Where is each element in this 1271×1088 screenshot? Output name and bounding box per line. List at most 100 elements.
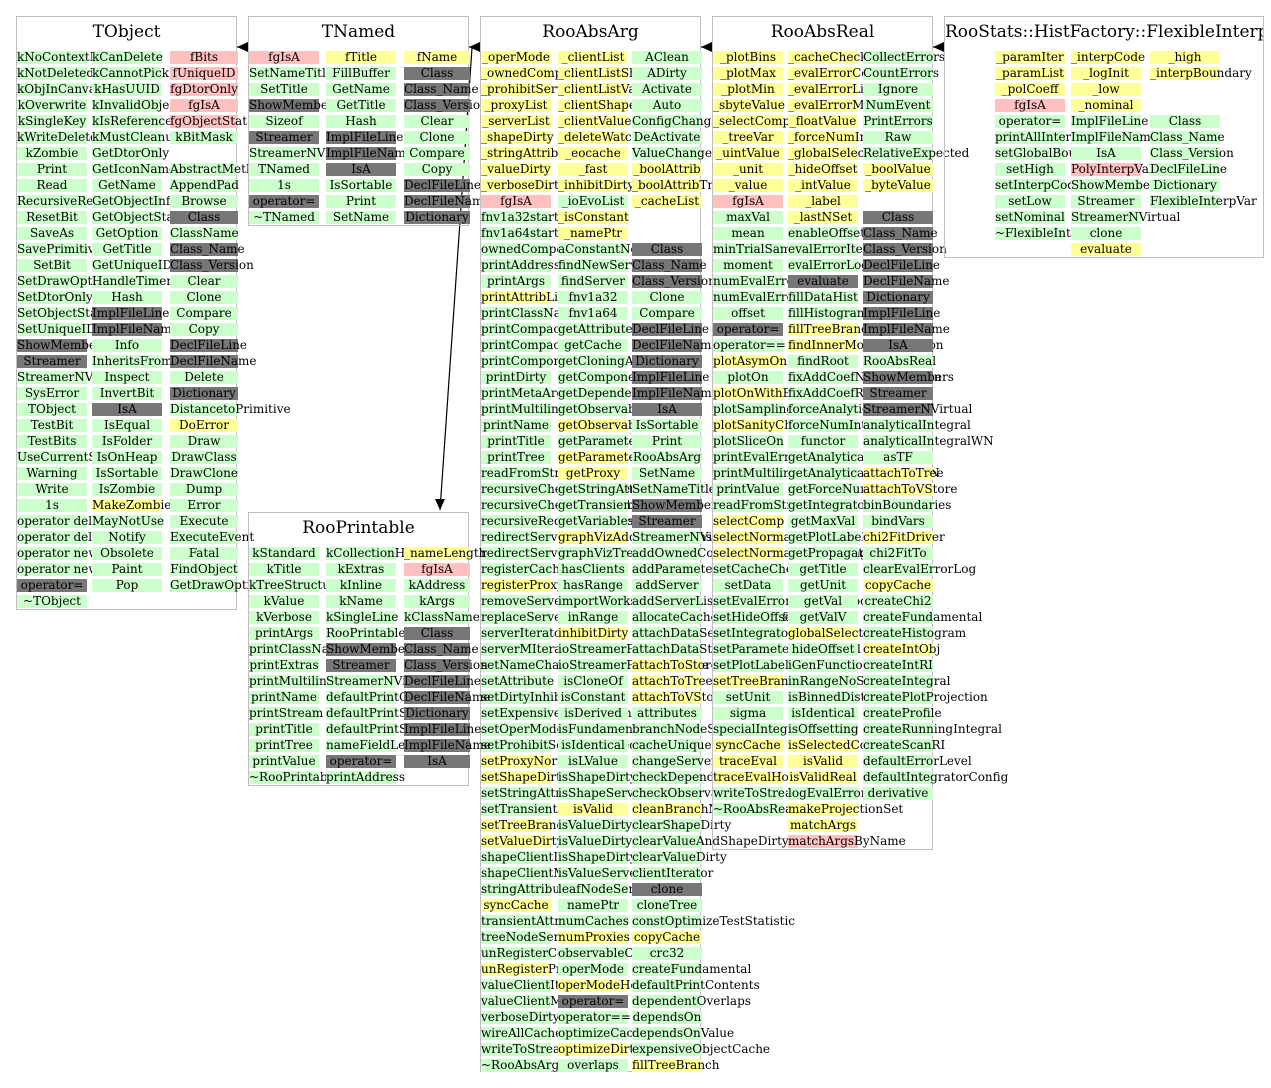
member-cell: isFundamental (558, 722, 649, 736)
member-cell: ShowMembers (17, 338, 108, 352)
member-cell: syncCache (481, 899, 551, 912)
member-cell: treeNodeServerList (481, 930, 602, 944)
member-cell: isOffsetting (788, 722, 859, 736)
member-cell: Streamer (326, 659, 396, 672)
member-cell: registerCache (481, 562, 568, 576)
member-cell: setInterpCode (995, 178, 1083, 192)
member-cell: printArgs (481, 275, 551, 288)
member-cell: kNotDeleted (17, 66, 95, 80)
member-cell: defaultPrintStyle (326, 722, 430, 736)
member-cell: printMultiline (713, 466, 798, 480)
member-cell: RooAbsArg (632, 450, 702, 464)
member-cell: observableOverlaps (558, 946, 679, 960)
inheritance-arrowhead (701, 42, 712, 52)
member-cell: DeclFileLine (863, 258, 941, 272)
member-cell: createFundamental (632, 962, 752, 976)
member-cell: Clear (170, 275, 238, 288)
member-cell: StreamerNVirtual (17, 370, 127, 384)
member-cell: _lastNSet (788, 211, 858, 224)
member-cell: logEvalError (788, 786, 867, 800)
member-cell: getVal (788, 595, 858, 608)
member-cell: operator= (17, 579, 87, 592)
member-cell: Error (170, 499, 238, 512)
member-cell: _floatValue (788, 114, 858, 128)
member-cell: ImplFileName (326, 146, 413, 160)
member-cell: addServer (632, 579, 702, 592)
member-cell: findInnerMostIntegration (788, 339, 944, 352)
member-cell: createScanRI (863, 738, 946, 752)
member-cell: kTreeStructure (249, 578, 343, 592)
member-cell: StreamerNVirtual (326, 674, 436, 688)
member-cell (632, 227, 702, 240)
member-cell: setParameterizeIntegral (713, 642, 861, 656)
member-cell: Browse (170, 195, 238, 208)
member-cell: readFromStream (713, 498, 818, 512)
class-title: RooPrintable (302, 518, 415, 538)
member-cell: Copy (170, 323, 238, 336)
member-cell: redirectServersHook (481, 546, 609, 560)
member-cell: cacheUniqueSuffix (632, 738, 747, 752)
member-cell: recursiveCheckObservables (481, 499, 651, 512)
member-cell: _uintValue (713, 147, 783, 160)
member-cell: numCaches (558, 914, 629, 928)
member-cell: redirectServers (481, 530, 577, 544)
member-cell: InvertBit (92, 387, 162, 400)
member-cell: Class (170, 211, 238, 224)
member-cell: ioStreamerPass2 (558, 642, 661, 656)
member-cell: 1s (17, 499, 87, 512)
member-cell: fnv1a32start (481, 210, 559, 224)
member-cell: DrawClone (170, 466, 238, 480)
member-cell: fBits (170, 51, 238, 64)
member-cell: fgIsA (249, 51, 319, 64)
member-cell: IsSortable (92, 467, 162, 480)
member-cell: Compare (170, 307, 238, 320)
inheritance-arrowhead (435, 499, 445, 510)
member-cell: inRangeNoStatus (788, 674, 896, 688)
member-cell: TestBit (17, 419, 87, 432)
member-cell: DoError (170, 419, 238, 432)
member-cell: Draw (170, 435, 238, 448)
member-cell: Class_Name (863, 226, 938, 240)
member-cell: branchNodeServerList (632, 722, 771, 736)
member-cell: isValidReal (788, 770, 858, 784)
member-cell: allocateCacheUniqueSuffix (632, 611, 797, 624)
member-cell: fnv1a32 (558, 291, 628, 304)
member-cell: getVariables (558, 514, 634, 528)
member-cell: fillDataHist (788, 290, 858, 304)
member-cell: kArgs (404, 595, 470, 608)
member-cell: Streamer (249, 131, 319, 144)
member-cell: printTree (249, 739, 319, 752)
member-cell: getValV (788, 611, 858, 624)
member-cell: RooPrintable (326, 626, 406, 640)
member-cell: evaluate (1071, 243, 1141, 256)
member-cell: hideOffset (788, 643, 858, 656)
member-cell: ShowMembers (1071, 178, 1162, 192)
member-cell: Streamer (1071, 195, 1141, 208)
member-cell: addServerList (632, 594, 718, 608)
member-cell: _intValue (788, 179, 858, 192)
member-cell: getForceNumInt (788, 482, 889, 496)
member-cell: attachToTree (863, 466, 944, 480)
member-cell: transientAttributes (481, 914, 598, 928)
member-cell: getIntegratorConfig (788, 498, 911, 512)
member-cell: StreamerNVirtual (249, 146, 359, 160)
member-cell: mean (713, 227, 783, 240)
member-cell: Dictionary (404, 706, 470, 720)
member-cell: dependentOverlaps (632, 994, 751, 1008)
member-cell: kMustCleanup (92, 130, 181, 144)
member-cell: operator= (713, 323, 783, 336)
member-cell: globalSelectComp (788, 626, 899, 640)
member-cell: createHistogram (863, 626, 967, 640)
member-cell: getAnalyticalIntegralWN (788, 467, 940, 480)
member-cell: DeclFileLine (404, 674, 482, 688)
member-cell: NumEvent (863, 99, 933, 112)
member-cell: fgIsA (995, 99, 1065, 112)
member-cell: ImplFileName (863, 322, 950, 336)
member-cell: enableOffsetting (788, 226, 890, 240)
class-title: TObject (92, 22, 161, 42)
member-cell: numProxies (558, 930, 630, 944)
member-cell: operator= (249, 195, 319, 208)
member-cell: _cacheList (632, 195, 702, 208)
member-cell: analyticalIntegralWN (863, 434, 994, 448)
member-cell: printClassName (249, 642, 348, 656)
